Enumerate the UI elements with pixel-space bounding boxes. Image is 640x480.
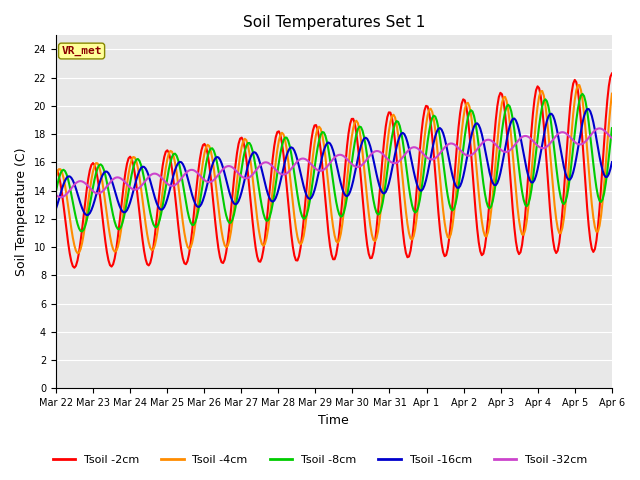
Y-axis label: Soil Temperature (C): Soil Temperature (C) — [15, 147, 28, 276]
Legend: Tsoil -2cm, Tsoil -4cm, Tsoil -8cm, Tsoil -16cm, Tsoil -32cm: Tsoil -2cm, Tsoil -4cm, Tsoil -8cm, Tsoi… — [48, 451, 592, 469]
X-axis label: Time: Time — [319, 414, 349, 427]
Text: VR_met: VR_met — [61, 46, 102, 56]
Title: Soil Temperatures Set 1: Soil Temperatures Set 1 — [243, 15, 425, 30]
